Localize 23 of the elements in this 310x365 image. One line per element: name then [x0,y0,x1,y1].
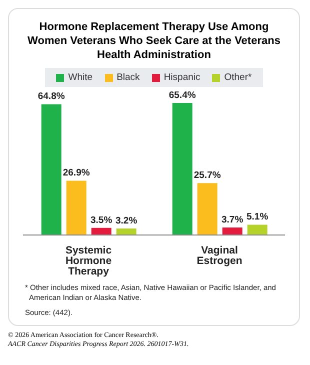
x-tick-label: Vaginal Estrogen [196,244,242,268]
x-tick-label: Systemic Hormone Therapy [65,244,112,278]
data-label: 5.1% [246,212,269,223]
legend-label: Hispanic [162,72,200,84]
bar [41,104,62,236]
legend-label: Black [116,72,140,84]
bar [197,183,218,236]
chart-title: Hormone Replacement Therapy Use Among Women Veterans Who Seek Care at the Veterans Health Administration [26,21,282,62]
legend-label: White [67,72,93,84]
bar [116,228,136,236]
data-label: 3.2% [116,216,138,227]
data-label: 65.4% [168,90,196,102]
bar [222,228,242,236]
data-label: 64.8% [38,91,66,102]
legend-label: Other* [223,72,252,84]
bar [247,224,268,236]
bar [172,103,192,236]
bar [91,228,112,236]
data-label: 3.7% [222,214,244,226]
data-label: 25.7% [194,170,222,182]
bar [66,180,86,236]
data-label: 3.5% [90,215,113,226]
data-label: 26.9% [62,168,90,179]
